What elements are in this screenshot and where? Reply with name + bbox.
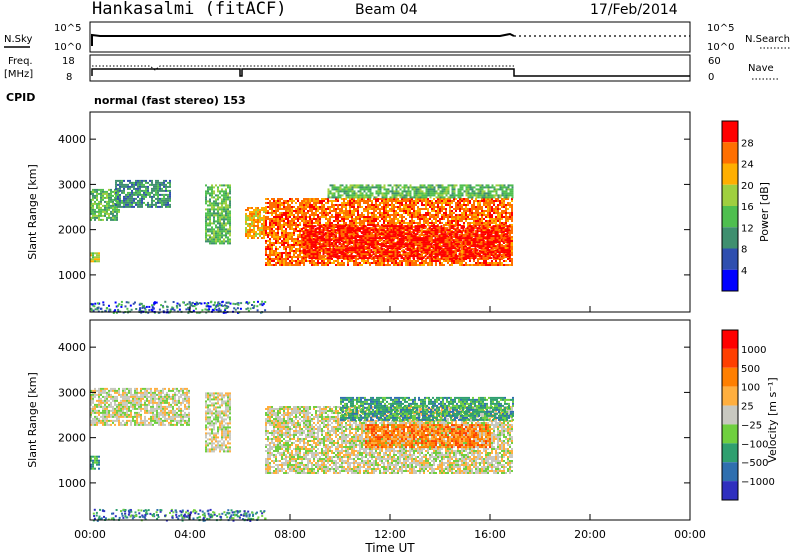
xtick-label: 20:00 xyxy=(574,528,606,541)
ytick-label: 1000 xyxy=(58,477,86,490)
velocity-ylabel: Slant Range [km] xyxy=(26,372,39,468)
freq-panel xyxy=(89,54,691,82)
nsky-tick-top: 10^5 xyxy=(54,23,81,34)
ytick-label: 3000 xyxy=(58,178,86,191)
vel-marks-region-1 xyxy=(205,392,231,453)
nsearch-tick-top: 10^5 xyxy=(707,23,734,34)
xtick-label: 00:00 xyxy=(674,528,706,541)
ytick-label: 3000 xyxy=(58,386,86,399)
freq-label: Freq. xyxy=(8,56,33,67)
freq-unit: [MHz] xyxy=(4,69,33,80)
nsky-label: N.Sky xyxy=(4,34,32,45)
colorbar-tick-label: 25 xyxy=(741,402,754,413)
power-marks-region-3 xyxy=(205,184,231,245)
station-title: Hankasalmi (fitACF) xyxy=(92,0,286,19)
velocity-colorbar-label: Velocity [m s⁻¹] xyxy=(766,377,779,462)
nave-tick-bottom: 0 xyxy=(708,72,714,83)
freq-tick-bottom: 8 xyxy=(66,72,72,83)
colorbar-tick-label: 24 xyxy=(741,160,754,171)
ytick-label: 4000 xyxy=(58,341,86,354)
colorbar-tick-label: 4 xyxy=(741,266,747,277)
colorbar-swatch xyxy=(722,424,738,444)
power-marks-region-7 xyxy=(327,184,514,199)
colorbar-swatch xyxy=(722,206,738,228)
velocity-colorbar: 1000 500 100 25 −25 −100 −500 −1000 xyxy=(721,329,775,501)
power-marks-region-6 xyxy=(302,225,511,260)
vel-marks-region-5 xyxy=(90,455,100,470)
colorbar-tick-label: 28 xyxy=(741,138,754,149)
nave-trace xyxy=(92,65,514,71)
vel-marks-near-range-speckle xyxy=(92,508,267,522)
colorbar-tick-label: −25 xyxy=(741,420,762,431)
cpid-text: normal (fast stereo) 153 xyxy=(94,94,246,107)
colorbar-frame xyxy=(721,120,739,292)
nsky-tick-bottom: 10^0 xyxy=(54,42,81,53)
colorbar-swatch xyxy=(722,142,738,164)
power-ylabel: Slant Range [km] xyxy=(26,164,39,260)
xtick-label: 00:00 xyxy=(74,528,106,541)
colorbar-swatch xyxy=(722,184,738,206)
power-colorbar-label: Power [dB] xyxy=(758,182,771,242)
nave-tick-top: 60 xyxy=(708,56,721,67)
cpid-label: CPID xyxy=(6,91,35,104)
ytick-label: 2000 xyxy=(58,432,86,445)
power-marks-region-2 xyxy=(115,179,171,208)
colorbar-swatch xyxy=(722,227,738,249)
colorbar-tick-label: 20 xyxy=(741,181,754,192)
power-marks-region-4 xyxy=(245,207,265,239)
vel-marks-region-3 xyxy=(340,396,514,421)
power-panel: Slant Range [km] 4000 3000 2000 1000 28 24 20… xyxy=(26,111,771,314)
colorbar-swatch xyxy=(722,163,738,185)
ytick-label: 1000 xyxy=(58,269,86,282)
velocity-panel: Slant Range [km] 4000 3000 2000 1000 1000 50… xyxy=(26,319,779,522)
nsky-panel xyxy=(89,21,691,53)
date-label: 17/Feb/2014 xyxy=(590,2,678,18)
colorbar-tick-label: 100 xyxy=(741,383,760,394)
colorbar-tick-label: 12 xyxy=(741,223,754,234)
power-marks-region-1 xyxy=(90,252,100,263)
freq-tick-top: 18 xyxy=(62,56,75,67)
vel-marks-region-0 xyxy=(90,387,190,426)
ytick-label: 4000 xyxy=(58,133,86,146)
ytick-label: 2000 xyxy=(58,224,86,237)
colorbar-swatch xyxy=(722,348,738,368)
power-yticks: 4000 3000 2000 1000 xyxy=(58,133,690,282)
xtick-label: 16:00 xyxy=(474,528,506,541)
colorbar-swatch xyxy=(722,462,738,482)
colorbar-swatch xyxy=(722,386,738,406)
power-colorbar: 28 24 20 16 12 8 4 xyxy=(721,120,754,292)
x-axis-label: Time UT xyxy=(364,541,415,554)
nsearch-label: N.Search xyxy=(745,34,790,45)
velocity-yticks: 4000 3000 2000 1000 xyxy=(58,341,690,490)
xtick-label: 08:00 xyxy=(274,528,306,541)
colorbar-tick-label: 500 xyxy=(741,364,760,375)
xtick-label: 04:00 xyxy=(174,528,206,541)
colorbar-swatch xyxy=(722,405,738,425)
power-marks xyxy=(90,179,514,314)
vel-marks-region-4 xyxy=(365,424,491,449)
colorbar-swatch xyxy=(722,367,738,387)
colorbar-swatch xyxy=(722,443,738,463)
colorbar-swatch xyxy=(722,269,738,291)
colorbar-tick-label: −500 xyxy=(741,458,768,469)
nave-label: Nave xyxy=(748,63,774,74)
colorbar-swatch xyxy=(722,481,738,500)
velocity-marks xyxy=(90,387,514,522)
colorbar-swatch xyxy=(722,121,738,143)
freq-trace xyxy=(91,68,690,77)
colorbar-swatch xyxy=(722,330,738,349)
colorbar-tick-label: −1000 xyxy=(741,477,775,488)
x-axis-ticks: 00:00 04:00 08:00 12:00 16:00 20:00 00:00 xyxy=(74,306,706,541)
colorbar-tick-label: 16 xyxy=(741,202,754,213)
colorbar-tick-label: −100 xyxy=(741,439,768,450)
colorbar-tick-label: 1000 xyxy=(741,345,766,356)
colorbar-swatch xyxy=(722,248,738,270)
xtick-label: 12:00 xyxy=(374,528,406,541)
beam-label: Beam 04 xyxy=(355,2,418,18)
colorbar-tick-label: 8 xyxy=(741,245,747,256)
nsky-trace xyxy=(91,32,515,46)
colorbar-frame xyxy=(721,329,739,501)
nsearch-tick-bottom: 10^0 xyxy=(707,42,734,53)
